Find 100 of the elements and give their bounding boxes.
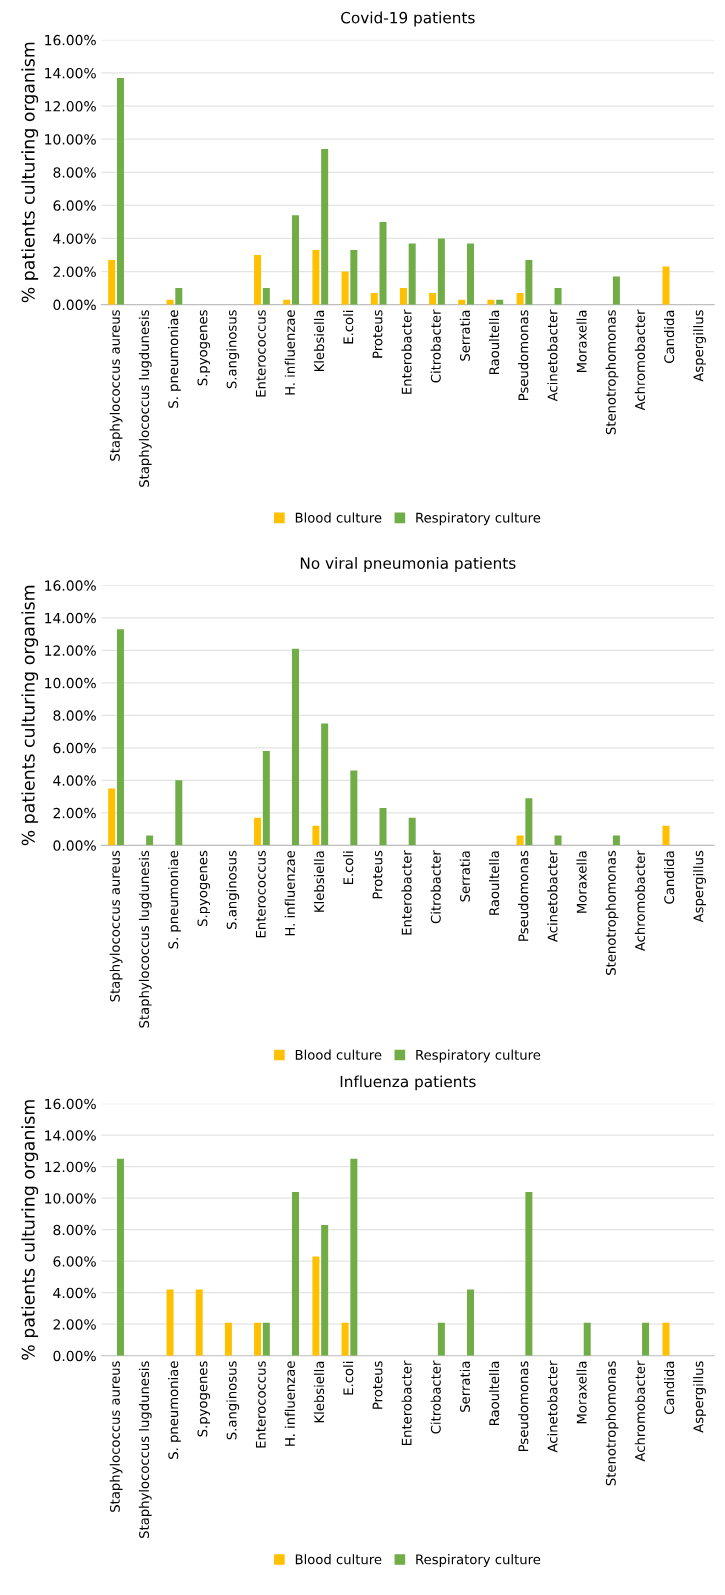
x-tick-label: Serratia [459,310,470,361]
x-tick-label: Acinetobacter [547,850,558,942]
legend-label: Blood culture [295,512,382,523]
x-tick-label: S.pyogenes [197,850,210,927]
x-tick-label: Serratia [459,851,470,902]
x-tick-label: E.coli [343,1361,354,1395]
x-tick-label: Moraxella [576,851,587,913]
bar [341,271,349,305]
bar [554,835,562,846]
y-axis-title: % patients culturing organism [21,42,39,303]
x-tick-label: Stenotrophomonas [605,1361,619,1486]
bar [312,825,320,846]
x-tick-label: Staphylococcus aureus [109,310,123,461]
x-tick-label: Citrobacter [430,1360,441,1434]
bar [437,1322,445,1356]
bar [195,1289,203,1356]
x-tick-label: E.coli [343,851,354,885]
y-tick-label: 14.00% [45,612,96,624]
bar [612,835,620,846]
x-tick-label: Acinetobacter [547,309,558,402]
bar [116,77,124,305]
bar [321,149,329,305]
y-tick-label: 2.00% [53,1319,96,1330]
bar [116,629,124,846]
x-tick-label: Klebsiella [313,310,325,372]
y-tick-label: 6.00% [53,1256,96,1267]
bar [379,221,387,305]
y-tick-label: 10.00% [45,677,96,689]
chart-title: No viral pneumonia patients [300,557,516,572]
x-tick-label: Aspergillus [693,310,706,382]
x-tick-label: Stenotrophomonas [605,310,619,435]
bar [662,825,670,846]
x-tick-label: Aspergillus [693,850,706,923]
x-tick-label: Raoultella [488,851,500,915]
bar [166,1289,174,1356]
legend-label: Blood culture [295,1554,382,1565]
x-tick-label: Candida [663,851,675,904]
x-tick-label: Klebsiella [313,851,325,912]
bar [662,1322,670,1356]
bar [554,288,562,305]
y-tick-label: 16.00% [45,34,96,46]
x-tick-label: Proteus [372,1361,383,1409]
x-tick-label: Moraxella [576,310,587,373]
x-tick-label: Staphylococcus lugdunesis [138,310,152,487]
bar [312,1256,320,1356]
legend-label: Respiratory culture [416,1049,541,1063]
x-tick-label: Enterobacter [401,1360,412,1445]
x-tick-label: S. pneumoniae [168,1361,181,1459]
bar [437,238,445,305]
legend-label: Blood culture [295,1049,382,1060]
bar [254,255,262,305]
bar [116,1158,124,1356]
x-tick-label: Proteus [372,310,383,358]
bar [175,288,183,305]
x-tick-label: Klebsiella [313,1361,325,1423]
x-tick-label: Enterococcus [255,1361,266,1448]
chart-title: Influenza patients [340,1075,476,1091]
y-tick-label: 14.00% [45,67,96,79]
bar [525,259,533,305]
x-tick-label: Staphylococcus lugdunesis [138,850,152,1028]
x-tick-label: S.pyogenes [197,1361,210,1437]
bar [516,293,524,305]
bar [292,215,299,305]
bar [108,788,116,846]
bar [146,835,154,846]
y-tick-label: 4.00% [53,775,96,786]
bar [467,243,475,305]
bar [370,293,378,305]
bar [583,1322,591,1356]
x-tick-label: Staphylococcus aureus [109,850,123,1002]
y-tick-label: 8.00% [53,167,96,178]
x-tick-label: S. pneumoniae [168,850,181,949]
x-tick-label: S. pneumoniae [168,310,181,408]
x-tick-label: H. influenzae [284,1361,295,1446]
y-tick-label: 2.00% [53,266,96,278]
x-tick-label: H. influenzae [284,310,295,395]
x-tick-label: Enterococcus [255,850,266,938]
bar [292,648,299,846]
x-tick-label: E.coli [343,310,354,344]
bar [108,259,116,305]
y-tick-label: 16.00% [45,580,96,591]
bar [350,250,358,305]
y-axis-title: % patients culturing organism [21,1100,39,1360]
x-tick-label: Aspergillus [693,1361,706,1433]
x-tick-label: S.pyogenes [197,310,210,386]
x-tick-label: Achromobacter [634,1360,646,1462]
x-tick-label: Achromobacter [634,309,646,411]
x-tick-label: Enterobacter [401,309,412,394]
bar [525,1191,533,1356]
bar [254,1322,262,1356]
x-tick-label: S.anginosus [226,850,240,929]
bar [662,266,670,305]
bar [408,817,416,846]
y-tick-label: 0.00% [53,1350,96,1362]
legend-label: Respiratory culture [416,512,541,526]
y-tick-label: 12.00% [45,1161,96,1173]
y-tick-label: 10.00% [45,134,96,145]
x-tick-label: S.anginosus [226,310,240,389]
bar [408,243,416,305]
x-tick-label: Candida [663,310,675,363]
